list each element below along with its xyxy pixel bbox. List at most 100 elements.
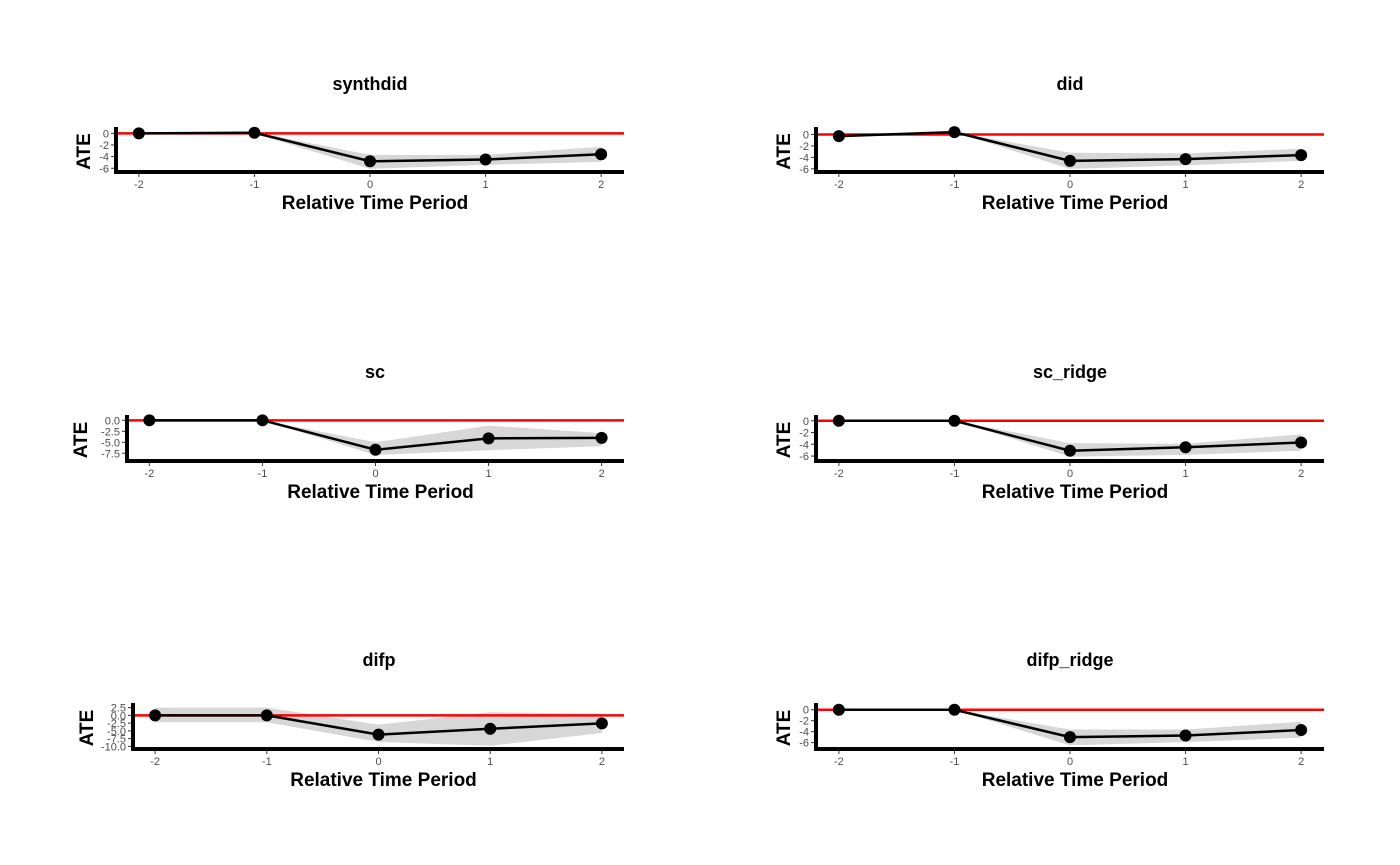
data-point [595, 431, 608, 444]
data-point [1179, 729, 1192, 742]
chart-panel-difp: difp -2 -1 0 1 2 2.50.0-2.5-5.0-7.5-10.0 Relati… [77, 650, 624, 791]
y-tick-label: 0 [803, 705, 809, 717]
y-tick-label: -7.5 [101, 448, 120, 460]
x-tick-label: -2 [834, 179, 844, 191]
x-axis-title: Relative Time Period [287, 482, 474, 503]
panel-title: difp [363, 650, 396, 670]
data-point [595, 148, 608, 161]
data-point [372, 728, 385, 741]
x-tick-label: -1 [262, 756, 272, 768]
panel-title: synthdid [333, 74, 408, 94]
x-tick-label: -2 [144, 468, 154, 480]
data-point [143, 414, 156, 427]
x-tick-label: 0 [1067, 756, 1073, 768]
data-point [1295, 724, 1308, 737]
y-axis-title: ATE [774, 710, 795, 747]
panel-title: difp_ridge [1026, 650, 1113, 670]
data-point [260, 709, 273, 722]
x-axis-title: Relative Time Period [982, 193, 1169, 214]
data-point [948, 126, 961, 139]
data-point [149, 709, 162, 722]
data-point [832, 414, 845, 427]
x-tick-label: 0 [1067, 468, 1073, 480]
y-tick-label: -2.5 [107, 718, 126, 730]
y-tick-label: 0.0 [111, 710, 126, 722]
x-tick-label: 2 [1298, 756, 1304, 768]
x-tick-label: 2 [599, 468, 605, 480]
data-point [484, 722, 497, 735]
y-tick-label: 0 [103, 128, 109, 140]
y-tick-label: 0 [803, 129, 809, 141]
x-tick-label: 1 [1183, 468, 1189, 480]
x-axis-title: Relative Time Period [982, 482, 1169, 503]
y-axis-title: ATE [77, 710, 98, 747]
x-tick-label: -2 [150, 756, 160, 768]
x-tick-label: -1 [250, 179, 260, 191]
x-tick-label: -1 [950, 756, 960, 768]
x-tick-label: -1 [950, 468, 960, 480]
y-tick-label: -4 [799, 152, 809, 164]
y-tick-label: -4 [799, 439, 809, 451]
y-tick-label: -2 [799, 141, 809, 153]
data-point [1179, 441, 1192, 454]
y-tick-label: -7.5 [107, 734, 126, 746]
x-axis-title: Relative Time Period [282, 193, 469, 214]
panel-title: did [1057, 74, 1084, 94]
data-point [1295, 436, 1308, 449]
y-tick-label: 0.0 [105, 415, 120, 427]
y-axis-title: ATE [774, 422, 795, 459]
y-axis-title: ATE [774, 133, 795, 170]
data-point [1064, 444, 1076, 457]
y-tick-label: -5.0 [101, 437, 120, 449]
y-tick-label: -10.0 [101, 741, 126, 753]
y-tick-label: -4 [799, 727, 809, 739]
x-tick-label: 0 [372, 468, 378, 480]
x-tick-label: 2 [598, 179, 604, 191]
y-tick-label: -6 [799, 738, 809, 750]
x-tick-label: 1 [486, 468, 492, 480]
x-axis-title: Relative Time Period [982, 770, 1169, 791]
y-tick-label: -5.0 [107, 726, 126, 738]
confidence-band [149, 420, 602, 456]
y-tick-label: -6 [99, 163, 109, 175]
x-tick-label: 1 [483, 179, 489, 191]
data-point [482, 432, 495, 445]
x-tick-label: 0 [1067, 179, 1073, 191]
data-point [1179, 153, 1192, 166]
x-tick-label: 2 [1298, 468, 1304, 480]
data-point [595, 717, 608, 730]
panel-title: sc_ridge [1033, 362, 1107, 382]
x-axis-title: Relative Time Period [290, 770, 477, 791]
data-point [132, 127, 145, 140]
x-tick-label: -2 [834, 756, 844, 768]
x-tick-label: -2 [834, 468, 844, 480]
y-tick-label: -2 [799, 716, 809, 728]
x-tick-label: 1 [1183, 756, 1189, 768]
y-tick-label: 0 [803, 416, 809, 428]
data-point [364, 155, 376, 168]
x-tick-label: 0 [375, 756, 381, 768]
x-tick-label: 1 [1183, 179, 1189, 191]
data-point [248, 126, 261, 139]
y-tick-label: -2.5 [101, 426, 120, 438]
panel-title: sc [365, 362, 385, 382]
x-tick-label: -1 [950, 179, 960, 191]
x-tick-label: -2 [134, 179, 144, 191]
data-point [832, 130, 845, 143]
y-tick-label: 2.5 [111, 703, 126, 715]
y-tick-label: -6 [799, 451, 809, 463]
x-tick-label: 2 [599, 756, 605, 768]
y-axis-title: ATE [74, 133, 95, 170]
x-tick-label: 2 [1298, 179, 1304, 191]
data-point [1064, 154, 1076, 167]
x-tick-label: -1 [258, 468, 268, 480]
data-point [948, 414, 961, 427]
x-tick-label: 0 [367, 179, 373, 191]
data-point [479, 153, 492, 166]
data-point [369, 443, 382, 456]
